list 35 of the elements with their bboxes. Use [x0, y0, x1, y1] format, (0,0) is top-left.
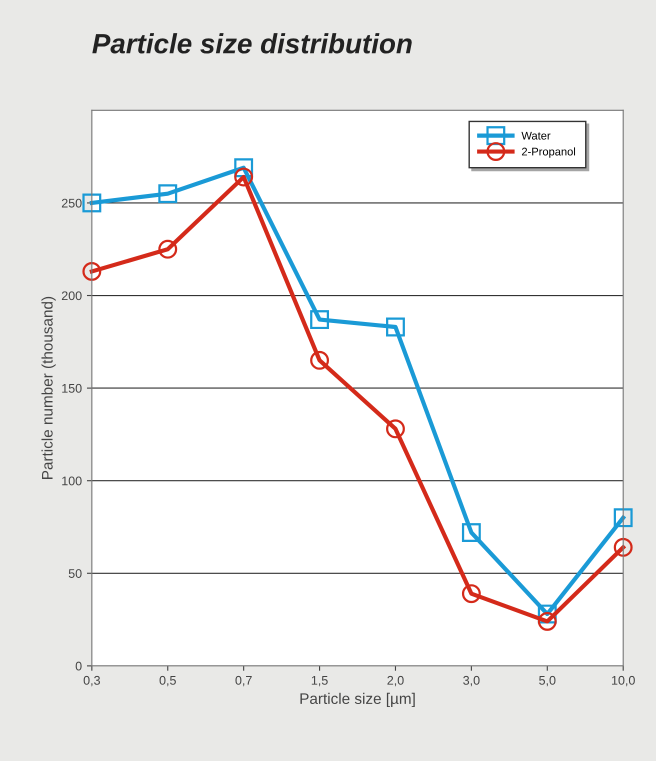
- x-tick-label: 3,0: [463, 676, 480, 686]
- point: [538, 604, 557, 624]
- point: [462, 523, 481, 542]
- point: [158, 240, 178, 259]
- point: [82, 262, 102, 281]
- x-tick-label: 2,0: [387, 676, 404, 686]
- point: [234, 158, 254, 178]
- point: [234, 168, 254, 186]
- point: [386, 318, 405, 336]
- point: [614, 508, 633, 528]
- point: [386, 419, 405, 438]
- y-tick-label: 150: [62, 384, 82, 393]
- point: [310, 310, 330, 330]
- point: [310, 350, 330, 370]
- y-tick-label: 250: [62, 198, 82, 208]
- legend-label: Water: [521, 132, 550, 140]
- x-tick-label: 0,5: [160, 676, 176, 686]
- x-tick-label: 0,3: [84, 676, 100, 686]
- x-tick-label: 0,7: [235, 676, 252, 686]
- x-axis-title: Particle size [µm]: [300, 692, 415, 708]
- y-axis-title: Particle number (thousand): [41, 296, 56, 479]
- y-tick-label: 200: [62, 291, 82, 300]
- chart-title: Particle size distribution: [92, 33, 412, 54]
- y-tick-label: 0: [76, 662, 82, 671]
- y-tick-label: 50: [68, 569, 82, 578]
- point: [538, 612, 557, 631]
- x-tick-label: 1,5: [312, 676, 328, 686]
- x-tick-label: 10,0: [612, 676, 635, 686]
- point: [462, 584, 481, 604]
- x-tick-label: 5,0: [539, 676, 556, 686]
- y-tick-label: 100: [62, 476, 82, 486]
- legend-label: 2-Propanol: [522, 147, 576, 158]
- point: [614, 538, 633, 557]
- point: [82, 193, 102, 212]
- point: [158, 184, 178, 204]
